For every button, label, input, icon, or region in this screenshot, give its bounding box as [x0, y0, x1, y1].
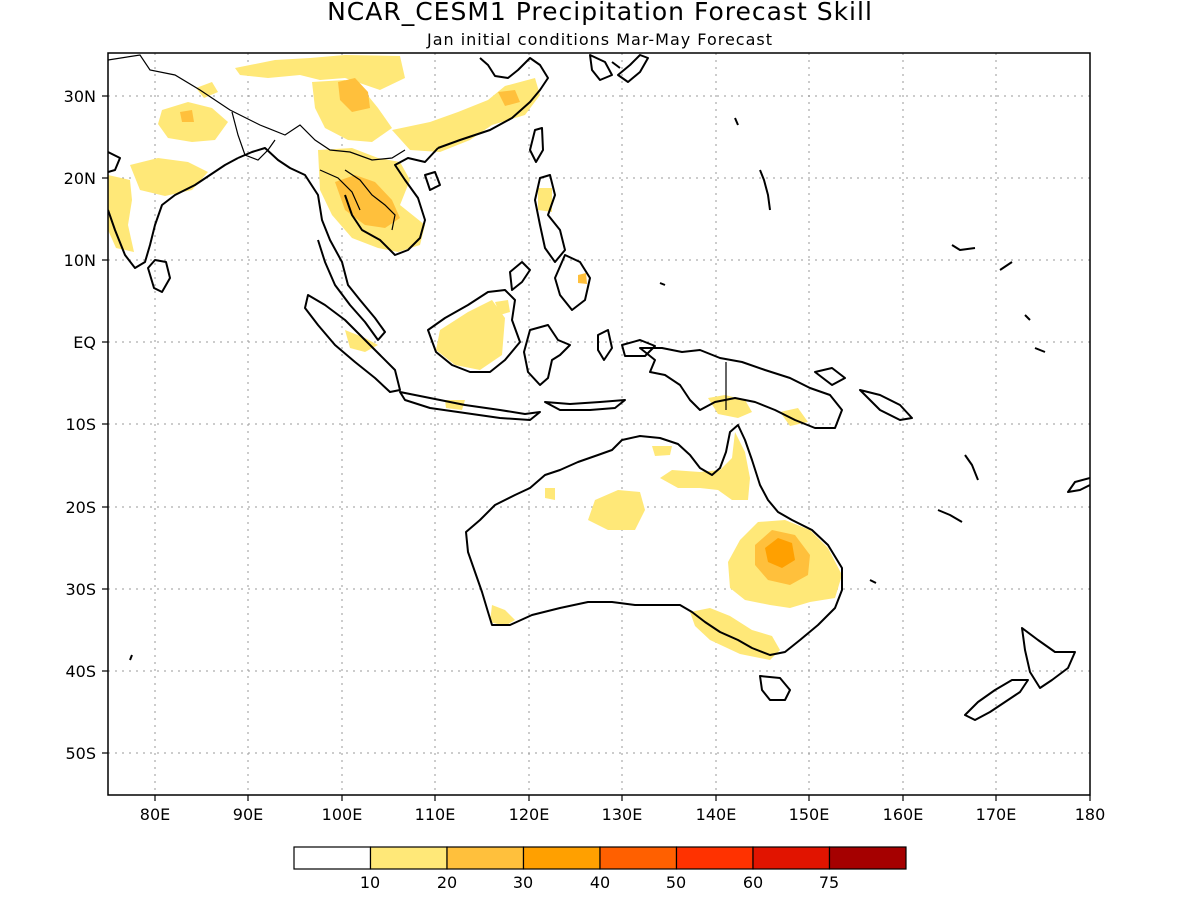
- x-axis-labels: 80E 90E 100E 110E 120E 130E 140E 150E 16…: [140, 805, 1106, 824]
- color-bar-swatch: [522, 846, 601, 870]
- skill-shading: [108, 55, 842, 660]
- color-bar-swatch: [828, 846, 907, 870]
- color-bar-swatch: [675, 846, 754, 870]
- y-axis-labels: 30N 20N 10N EQ 10S 20S 30S 40S 50S: [64, 87, 96, 763]
- y-tick-label: 20S: [65, 498, 96, 517]
- map-subtitle: Jan initial conditions Mar-May Forecast: [426, 30, 773, 49]
- y-tick-label: 30S: [65, 580, 96, 599]
- color-bar-swatch: [752, 846, 831, 870]
- tick-marks: [102, 95, 1091, 801]
- x-tick-label: 110E: [415, 805, 456, 824]
- legend-label: 60: [743, 873, 763, 892]
- y-tick-label: 40S: [65, 662, 96, 681]
- x-tick-label: 130E: [602, 805, 643, 824]
- x-tick-label: 100E: [322, 805, 363, 824]
- color-bar-legend: 10 20 30 40 50 60 75: [293, 846, 907, 892]
- x-tick-label: 160E: [883, 805, 924, 824]
- color-bar-swatch: [293, 846, 372, 870]
- color-bar-swatches: [293, 846, 907, 870]
- color-bar-swatch: [446, 846, 525, 870]
- y-tick-label: 20N: [64, 169, 96, 188]
- y-tick-label: 30N: [64, 87, 96, 106]
- y-tick-label: 50S: [65, 744, 96, 763]
- color-bar-swatch: [369, 846, 448, 870]
- x-tick-label: 90E: [233, 805, 263, 824]
- x-tick-label: 150E: [789, 805, 830, 824]
- legend-label: 30: [513, 873, 533, 892]
- legend-label: 40: [590, 873, 610, 892]
- legend-label: 75: [819, 873, 839, 892]
- x-tick-label: 140E: [696, 805, 737, 824]
- color-bar-labels: 10 20 30 40 50 60 75: [360, 873, 839, 892]
- x-tick-label: 80E: [140, 805, 170, 824]
- map-title: NCAR_CESM1 Precipitation Forecast Skill: [327, 0, 873, 26]
- y-tick-label: 10S: [65, 415, 96, 434]
- legend-label: 50: [666, 873, 686, 892]
- gridlines: [108, 53, 1090, 795]
- x-tick-label: 180: [1075, 805, 1106, 824]
- legend-label: 10: [360, 873, 380, 892]
- x-tick-label: 120E: [509, 805, 550, 824]
- y-tick-label: EQ: [73, 333, 96, 352]
- x-tick-label: 170E: [976, 805, 1017, 824]
- map-panel: 80E 90E 100E 110E 120E 130E 140E 150E 16…: [64, 52, 1106, 824]
- coastlines: [108, 54, 1090, 721]
- color-bar-swatch: [599, 846, 678, 870]
- legend-label: 20: [437, 873, 457, 892]
- y-tick-label: 10N: [64, 251, 96, 270]
